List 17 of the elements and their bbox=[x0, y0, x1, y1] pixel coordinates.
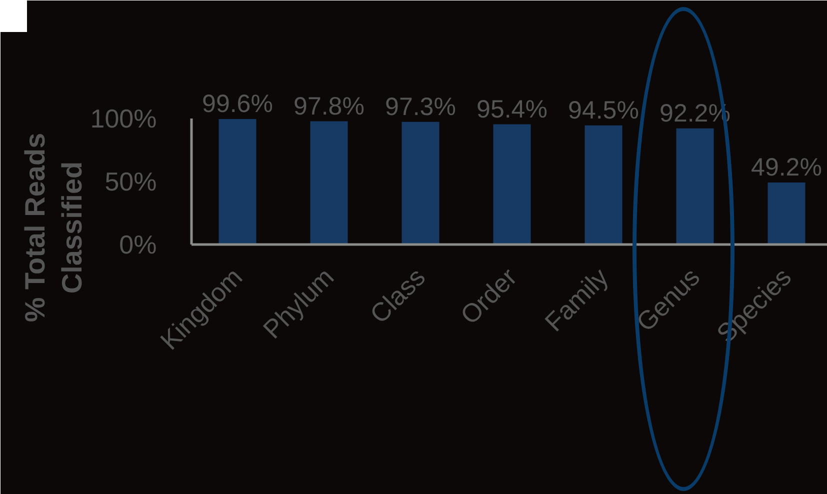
bar bbox=[676, 128, 714, 244]
data-label: 95.4% bbox=[476, 95, 548, 124]
bar bbox=[768, 182, 806, 244]
y-axis-title: % Total Reads Classified bbox=[19, 132, 88, 322]
bar bbox=[310, 121, 348, 244]
bar bbox=[584, 125, 622, 244]
bar bbox=[218, 119, 256, 244]
data-label: 97.3% bbox=[385, 92, 456, 121]
y-tick-label: 50% bbox=[104, 166, 157, 196]
data-label: 94.5% bbox=[568, 96, 639, 124]
bar bbox=[493, 124, 531, 244]
y-tick-label: 0% bbox=[119, 230, 157, 260]
bar bbox=[402, 122, 440, 244]
data-label: 49.2% bbox=[751, 154, 822, 182]
data-label: 99.6% bbox=[202, 90, 273, 118]
data-label: 97.8% bbox=[294, 92, 364, 120]
y-tick-label: 100% bbox=[90, 104, 157, 134]
